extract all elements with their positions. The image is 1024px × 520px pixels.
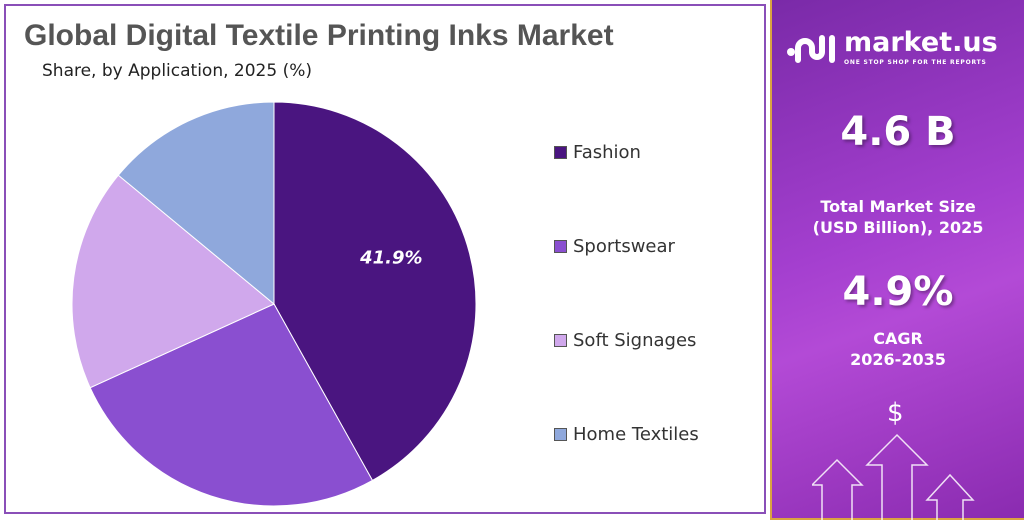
pie-slice-soft-signages bbox=[71, 174, 275, 389]
cagr-label: CAGR 2026-2035 bbox=[772, 328, 1024, 370]
legend-item: Soft Signages bbox=[554, 330, 696, 351]
market-size-value: 4.6 B bbox=[840, 109, 956, 155]
pie-chart: 41.9% bbox=[71, 101, 477, 507]
growth-arrows-icon bbox=[812, 433, 975, 520]
market-size-label: Total Market Size (USD Billion), 2025 bbox=[772, 196, 1024, 238]
brand-logo: market.us ONE STOP SHOP FOR THE REPORTS bbox=[786, 28, 998, 67]
summary-panel: market.us ONE STOP SHOP FOR THE REPORTS … bbox=[770, 0, 1024, 520]
legend-label: Soft Signages bbox=[573, 330, 697, 351]
pie-slice-sportswear bbox=[89, 303, 374, 507]
legend-label: Home Textiles bbox=[573, 424, 699, 445]
data-label: 41.9% bbox=[359, 247, 422, 268]
cagr-value: 4.9% bbox=[842, 269, 954, 315]
legend-swatch bbox=[554, 240, 567, 253]
cagr-label-line2: 2026-2035 bbox=[850, 350, 946, 369]
market-size-label-line2: (USD Billion), 2025 bbox=[812, 218, 984, 237]
legend-swatch bbox=[554, 428, 567, 441]
legend-item: Sportswear bbox=[554, 236, 675, 257]
pie-slice-fashion bbox=[273, 101, 477, 482]
cagr-label-line1: CAGR bbox=[873, 329, 923, 348]
pie-slice-home-textiles bbox=[117, 101, 275, 306]
dollar-icon: $ bbox=[887, 398, 904, 428]
legend-swatch bbox=[554, 334, 567, 347]
legend-label: Fashion bbox=[573, 142, 641, 163]
chart-panel: Global Digital Textile Printing Inks Mar… bbox=[4, 4, 766, 514]
legend-swatch bbox=[554, 146, 567, 159]
brand-text: market.us ONE STOP SHOP FOR THE REPORTS bbox=[844, 28, 998, 67]
chart-title: Global Digital Textile Printing Inks Mar… bbox=[24, 19, 614, 52]
brand-name: market.us bbox=[844, 27, 998, 58]
market-size-label-line1: Total Market Size bbox=[820, 197, 976, 216]
logo-icon bbox=[787, 34, 835, 63]
brand-tagline: ONE STOP SHOP FOR THE REPORTS bbox=[844, 59, 987, 66]
chart-subtitle: Share, by Application, 2025 (%) bbox=[42, 61, 312, 81]
legend-item: Fashion bbox=[554, 142, 641, 163]
legend-label: Sportswear bbox=[573, 236, 675, 257]
legend-item: Home Textiles bbox=[554, 424, 699, 445]
